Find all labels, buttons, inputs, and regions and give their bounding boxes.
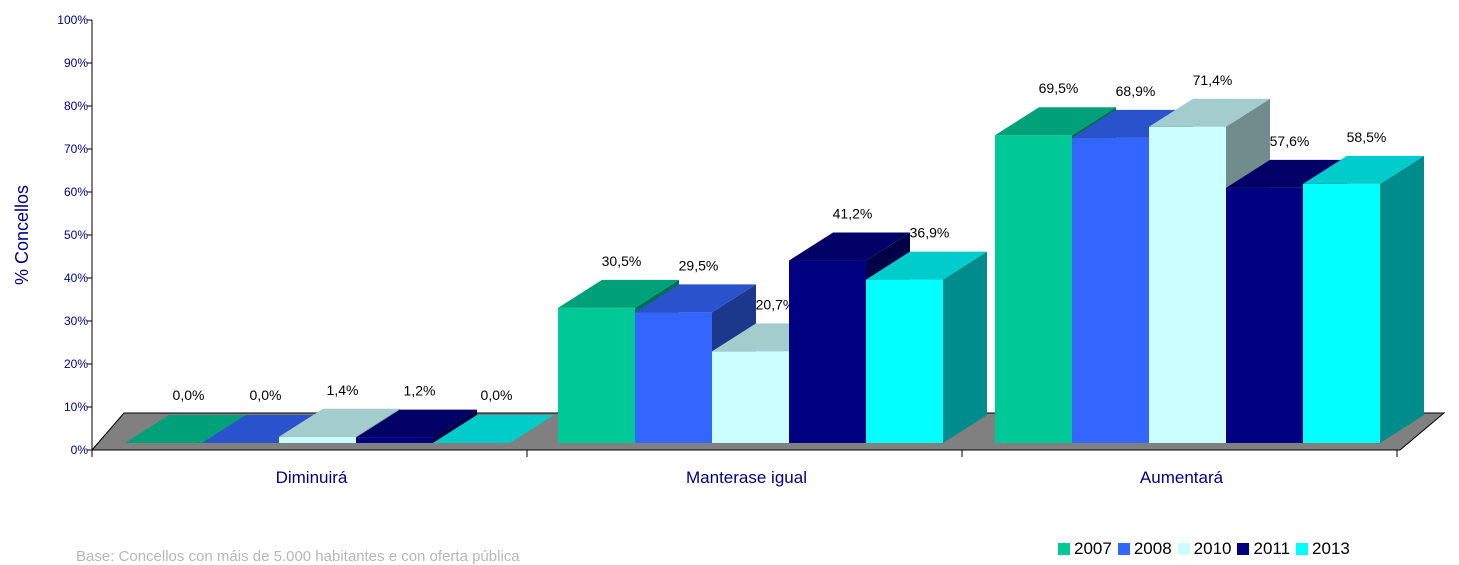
bar — [1149, 126, 1226, 444]
bar-top — [789, 232, 910, 261]
data-label: 36,9% — [910, 225, 950, 241]
y-tick-label: 80% — [64, 99, 88, 113]
bar-top — [279, 408, 400, 437]
data-label: 0,0% — [173, 387, 205, 403]
data-label: 1,2% — [404, 383, 436, 399]
y-tick-label: 100% — [57, 13, 88, 27]
data-label: 1,4% — [327, 382, 359, 398]
footnote: Base: Concellos con máis de 5.000 habita… — [76, 548, 520, 565]
legend-swatch — [1177, 543, 1190, 555]
legend-label: 2013 — [1312, 539, 1350, 558]
legend-item: 2008 — [1117, 539, 1172, 559]
y-tick-label: 90% — [64, 56, 88, 70]
bar — [1226, 187, 1303, 443]
bar-side — [433, 409, 477, 443]
x-tick-label: Manterase igual — [686, 468, 807, 487]
legend-label: 2010 — [1193, 539, 1232, 558]
bar — [635, 312, 712, 443]
bar-side — [943, 251, 987, 443]
y-tick-label: 70% — [64, 142, 88, 156]
data-label: 68,9% — [1116, 83, 1156, 99]
bar — [789, 260, 866, 443]
legend-swatch — [1117, 543, 1130, 555]
legend-swatch — [1058, 543, 1070, 555]
bar-top — [558, 279, 679, 308]
legend: 2007 2008 2010 2011 2013 — [1058, 539, 1356, 559]
data-label: 57,6% — [1270, 133, 1310, 149]
y-axis-title: % Concellos — [12, 185, 32, 285]
bar-top — [1226, 159, 1347, 188]
bar-top — [202, 415, 323, 443]
bar — [356, 437, 433, 443]
bar-top — [1149, 98, 1270, 127]
data-label: 69,5% — [1039, 80, 1079, 96]
legend-swatch — [1296, 543, 1309, 555]
bar-top — [635, 284, 756, 313]
y-tick-label: 50% — [64, 228, 88, 242]
bar-top — [1303, 155, 1424, 184]
legend-label: 2007 — [1074, 539, 1112, 558]
y-tick-label: 60% — [64, 185, 88, 199]
data-label: 30,5% — [602, 253, 642, 269]
legend-item: 2011 — [1237, 539, 1290, 559]
y-tick-label: 40% — [64, 271, 88, 285]
bar — [712, 351, 789, 443]
data-label: 29,5% — [679, 257, 719, 273]
x-tick-label: Aumentará — [1140, 468, 1224, 487]
legend-item: 2007 — [1058, 539, 1112, 559]
bar — [279, 436, 356, 443]
legend-swatch — [1237, 543, 1250, 555]
y-tick-label: 30% — [64, 314, 88, 328]
bar-top — [1072, 109, 1193, 138]
bar-top — [356, 409, 477, 438]
legend-item: 2013 — [1296, 539, 1350, 559]
data-label: 20,7% — [756, 296, 796, 312]
bar — [1072, 137, 1149, 443]
bar-top — [433, 415, 554, 443]
y-tick-label: 0% — [71, 443, 89, 457]
bar — [866, 279, 943, 443]
bar — [995, 135, 1072, 443]
legend-item: 2010 — [1177, 539, 1232, 559]
bar-top — [995, 107, 1116, 136]
y-tick-label: 20% — [64, 357, 88, 371]
bar-top — [125, 415, 246, 443]
data-label: 71,4% — [1193, 72, 1233, 88]
bar-side — [1380, 155, 1424, 443]
bar — [558, 307, 635, 443]
data-label: 0,0% — [481, 387, 513, 403]
data-label: 58,5% — [1347, 129, 1387, 145]
bar-top — [866, 251, 987, 280]
legend-label: 2011 — [1253, 539, 1291, 558]
x-tick-label: Diminuirá — [276, 468, 348, 487]
data-label: 0,0% — [250, 387, 282, 403]
y-tick-label: 10% — [64, 400, 88, 414]
data-label: 41,2% — [833, 206, 873, 222]
legend-label: 2008 — [1133, 539, 1172, 558]
bar — [1303, 183, 1380, 443]
